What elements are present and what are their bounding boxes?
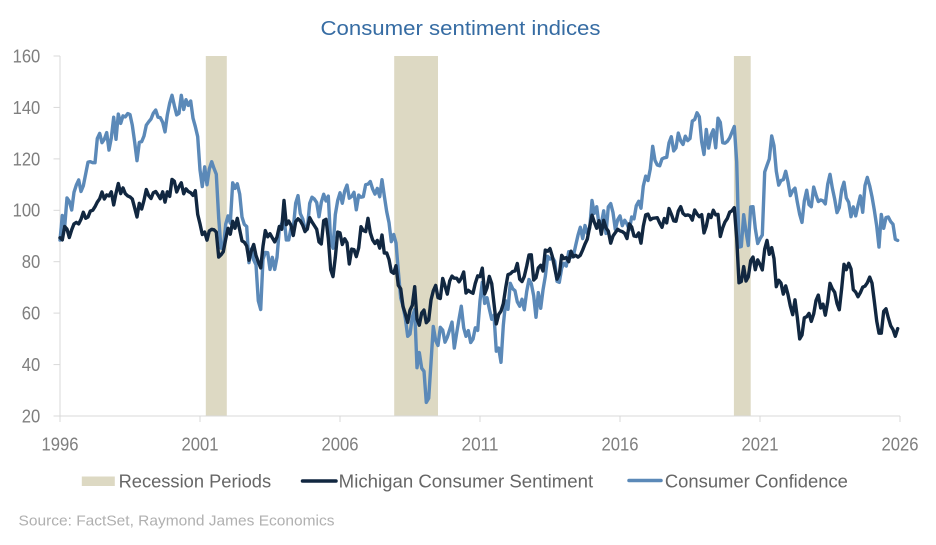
svg-text:100: 100 <box>13 200 41 221</box>
svg-text:120: 120 <box>13 148 41 169</box>
svg-text:80: 80 <box>22 251 41 272</box>
svg-text:1996: 1996 <box>42 434 79 455</box>
svg-text:2026: 2026 <box>882 434 919 455</box>
svg-text:60: 60 <box>22 303 41 324</box>
svg-text:2011: 2011 <box>462 434 499 455</box>
svg-text:140: 140 <box>13 97 41 118</box>
svg-text:Michigan Consumer Sentiment: Michigan Consumer Sentiment <box>339 472 594 492</box>
svg-text:160: 160 <box>13 45 41 66</box>
svg-text:Consumer Confidence: Consumer Confidence <box>665 472 848 492</box>
svg-text:40: 40 <box>22 354 41 375</box>
svg-text:2021: 2021 <box>742 434 779 455</box>
svg-text:2006: 2006 <box>322 434 359 455</box>
svg-text:Consumer sentiment indices: Consumer sentiment indices <box>321 18 601 40</box>
svg-text:2001: 2001 <box>182 434 219 455</box>
svg-text:Source: FactSet, Raymond James: Source: FactSet, Raymond James Economics <box>19 513 335 530</box>
svg-text:2016: 2016 <box>602 434 639 455</box>
svg-text:Recession Periods: Recession Periods <box>119 472 272 492</box>
svg-text:20: 20 <box>22 405 41 426</box>
